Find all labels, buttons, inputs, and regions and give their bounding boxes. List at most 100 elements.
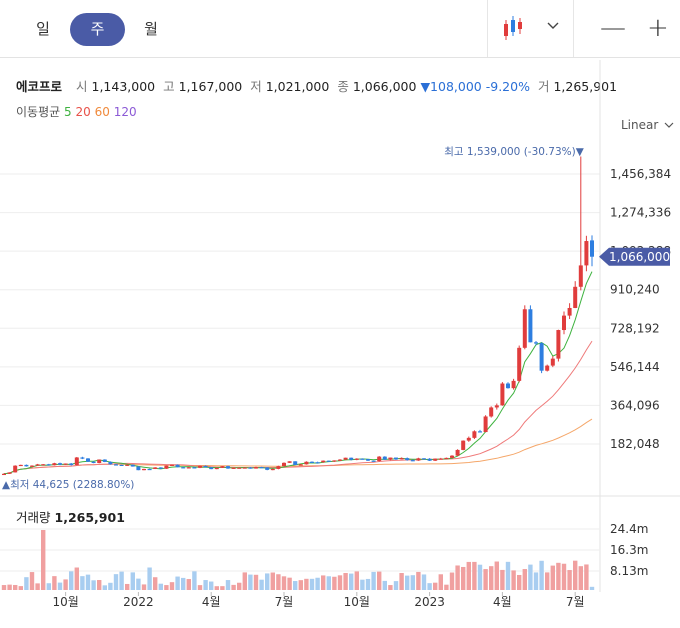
volume-bar	[332, 576, 337, 590]
candle-body	[310, 461, 314, 463]
volume-tick-label: 24.4m	[610, 522, 648, 536]
current-price-label: 1,066,000	[609, 250, 670, 264]
candle-body	[422, 458, 426, 460]
candle-body	[175, 464, 180, 468]
candle-body	[438, 458, 443, 460]
volume-bar	[550, 565, 555, 590]
volume-panel-title: 거래량 1,265,901	[16, 507, 125, 526]
zoom-in-button[interactable]: +	[647, 13, 669, 43]
volume-bar	[489, 566, 494, 590]
x-tick-label: 4월	[493, 595, 512, 609]
candle-body	[511, 380, 516, 389]
candle-body	[214, 467, 219, 470]
x-tick-label: 2022	[123, 595, 154, 609]
volume-bar	[377, 571, 382, 590]
volume-bar	[209, 581, 214, 590]
candle-body	[338, 459, 342, 461]
candle-body	[399, 458, 404, 460]
volume-bar	[153, 577, 158, 590]
moving-average-legend[interactable]: 이동평균 5 20 60 120	[16, 103, 137, 120]
ma-period-5: 5	[64, 105, 72, 119]
candle-body	[130, 464, 135, 467]
candle-body	[416, 458, 421, 461]
candle-body	[198, 465, 202, 468]
volume-bar	[494, 561, 499, 590]
volume-bar	[416, 571, 421, 590]
candle-body	[506, 383, 510, 389]
volume-bar	[203, 580, 208, 590]
tab-daily[interactable]: 일	[36, 20, 50, 38]
candle-body	[242, 467, 247, 469]
zoom-out-button[interactable]: —	[600, 13, 626, 43]
volume-bar	[567, 570, 572, 590]
candle-body	[377, 456, 382, 462]
stock-name: 에코프로	[16, 79, 63, 94]
volume-tick-label: 8.13m	[610, 564, 648, 578]
candle-body	[80, 457, 85, 459]
volume-bar	[63, 579, 68, 590]
tab-weekly[interactable]: 주	[70, 13, 125, 46]
candle-body	[52, 463, 57, 466]
candle-body	[545, 365, 550, 371]
candle-body	[405, 458, 410, 461]
tab-monthly[interactable]: 월	[144, 20, 158, 38]
chevron-down-icon[interactable]	[547, 22, 559, 30]
volume-bar	[522, 569, 527, 590]
volume-bar	[80, 576, 85, 590]
candle-body	[69, 463, 74, 466]
candle-body	[528, 309, 533, 343]
volume-bar	[7, 584, 12, 590]
quote-summary: 에코프로 시 1,143,000 고 1,167,000 저 1,021,000…	[16, 76, 617, 95]
volume-bar	[573, 560, 578, 590]
volume-bar	[584, 564, 589, 590]
volume-bar	[276, 574, 281, 590]
candle-body	[142, 468, 146, 471]
candle-body	[181, 467, 186, 469]
scale-label: Linear	[621, 118, 659, 132]
candle-body	[276, 466, 281, 469]
candle-body	[494, 405, 499, 408]
volume-bar	[421, 574, 427, 590]
volume-bar	[321, 575, 326, 590]
candle-body	[360, 458, 365, 460]
volume-bar	[528, 564, 533, 590]
scale-selector[interactable]: Linear	[621, 118, 674, 132]
volume-bar	[360, 579, 365, 590]
volume-bar	[539, 560, 544, 590]
volume-bar	[556, 562, 561, 590]
candle-body	[522, 309, 527, 348]
volume-bar	[298, 580, 303, 590]
candle-body	[534, 342, 538, 344]
candle-body	[270, 468, 275, 471]
x-tick-label: 2023	[414, 595, 445, 609]
candle-body	[556, 330, 561, 359]
volume-bar	[29, 572, 35, 590]
candle-body	[326, 460, 331, 462]
volume-bar	[91, 580, 96, 590]
volume-bar	[18, 586, 23, 590]
volume-bar	[1, 585, 7, 590]
volume-bar	[365, 578, 371, 590]
candle-body	[427, 458, 432, 461]
candle-body	[86, 458, 90, 462]
candle-body	[63, 463, 68, 465]
candle-body	[74, 457, 79, 466]
toolbar-divider	[487, 0, 488, 57]
chart-type-button[interactable]	[497, 14, 533, 42]
candle-body	[226, 466, 230, 469]
candle-body	[366, 459, 370, 461]
volume-bar	[477, 564, 483, 590]
volume-bar	[113, 574, 119, 590]
volume-bar	[337, 575, 343, 590]
volume-bar	[192, 571, 197, 590]
candle-body	[590, 240, 594, 257]
volume-bar	[225, 580, 231, 590]
volume-bar	[130, 572, 135, 590]
candle-body	[114, 464, 118, 466]
candle-body	[466, 437, 471, 441]
volume-bar	[304, 578, 309, 590]
volume-bar	[293, 581, 298, 590]
close-value: 1,066,000	[352, 79, 417, 94]
candle-body	[433, 458, 438, 461]
